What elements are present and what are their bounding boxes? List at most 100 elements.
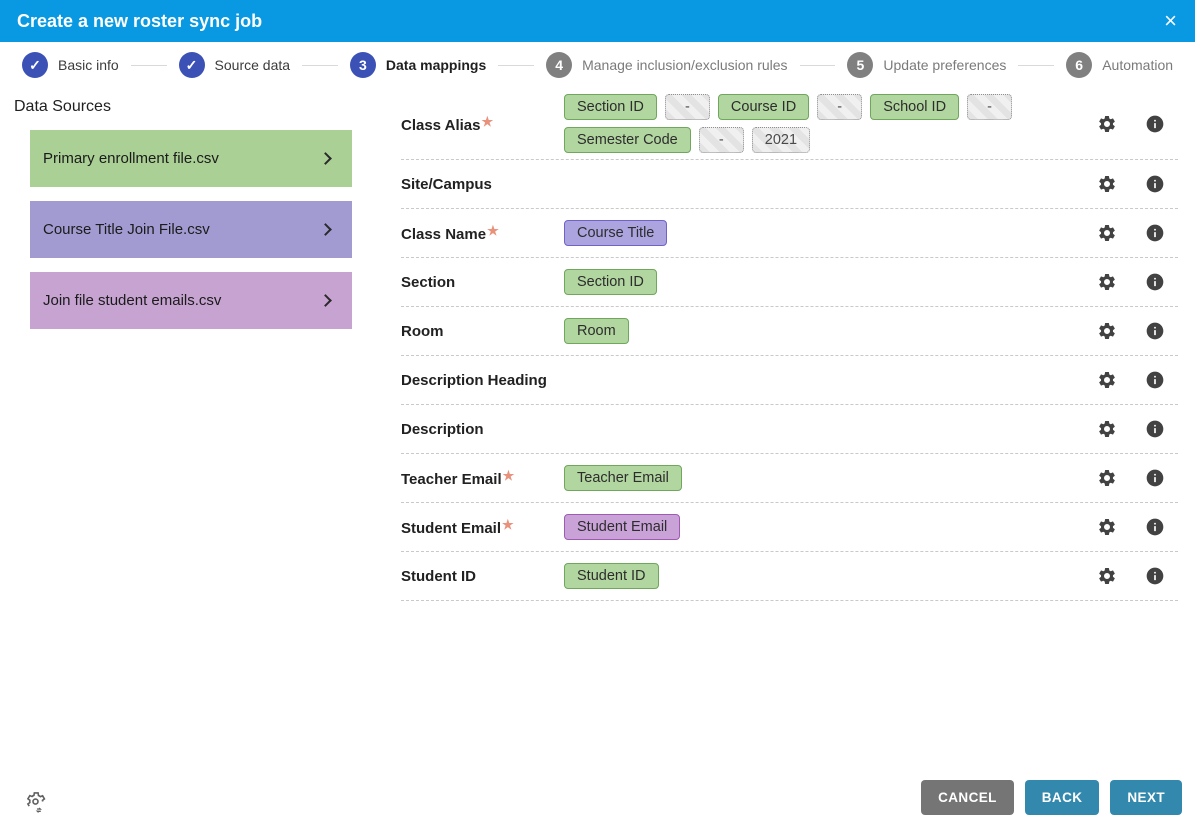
field-chip-course-id[interactable]: Course ID xyxy=(717,94,810,120)
field-chip-course-title[interactable]: Course Title xyxy=(564,220,668,246)
chip-drop-zone[interactable]: Course Title xyxy=(564,220,1097,246)
close-icon[interactable]: × xyxy=(1164,8,1177,33)
chip-line: Student Email xyxy=(564,514,1097,540)
mapping-row-class-name: Class Name★ Course Title xyxy=(401,209,1178,258)
stepper-step-manage-inclusion-exclusion-rules[interactable]: 4 Manage inclusion/exclusion rules xyxy=(546,52,788,78)
dialog-header: Create a new roster sync job × xyxy=(0,0,1195,42)
field-chip-section-id[interactable]: Section ID xyxy=(564,94,657,120)
chip-drop-zone[interactable]: Student Email xyxy=(564,514,1097,540)
chip-line: Section ID xyxy=(564,269,1097,295)
mapping-label: Class Alias★ xyxy=(401,113,494,134)
data-source-label: Course Title Join File.csv xyxy=(43,221,210,238)
row-settings-gear-icon[interactable] xyxy=(1097,566,1117,586)
mapping-row-student-email: Student Email★ Student Email xyxy=(401,503,1178,552)
stepper-step-basic-info[interactable]: ✓ Basic info xyxy=(22,52,119,78)
row-info-icon[interactable] xyxy=(1145,114,1165,134)
row-settings-gear-icon[interactable] xyxy=(1097,370,1117,390)
step-label: Data mappings xyxy=(385,57,487,73)
row-info-icon[interactable] xyxy=(1145,517,1165,537)
stepper-step-source-data[interactable]: ✓ Source data xyxy=(178,52,290,78)
separator-chip[interactable]: - xyxy=(664,94,710,120)
mapping-row-description: Description xyxy=(401,405,1178,454)
row-actions xyxy=(1097,223,1178,243)
step-label: Manage inclusion/exclusion rules xyxy=(582,57,788,73)
separator-chip[interactable]: - xyxy=(817,94,863,120)
chip-drop-zone[interactable]: Section ID xyxy=(564,269,1097,295)
stepper-step-update-preferences[interactable]: 5 Update preferences xyxy=(847,52,1006,78)
chevron-right-icon xyxy=(319,223,332,236)
field-chip-teacher-email[interactable]: Teacher Email xyxy=(564,465,682,491)
step-number: 4 xyxy=(546,52,573,78)
dialog-title: Create a new roster sync job xyxy=(17,10,263,31)
mapping-label: Teacher Email★ xyxy=(401,468,515,488)
mapping-label: Class Name★ xyxy=(401,223,499,243)
field-chip-student-id[interactable]: Student ID xyxy=(564,563,659,589)
row-actions xyxy=(1097,517,1178,537)
stepper-step-automation[interactable]: 6 Automation xyxy=(1066,52,1173,78)
chip-line: Student ID xyxy=(564,563,1097,589)
row-info-icon[interactable] xyxy=(1145,566,1165,586)
field-chip-semester-code[interactable]: Semester Code xyxy=(564,127,691,153)
field-chip-section-id[interactable]: Section ID xyxy=(564,269,657,295)
mapping-label: Student Email★ xyxy=(401,517,514,537)
row-info-icon[interactable] xyxy=(1145,223,1165,243)
row-actions xyxy=(1097,370,1178,390)
field-chip-school-id[interactable]: School ID xyxy=(870,94,960,120)
row-actions xyxy=(1097,566,1178,586)
mapping-label: Description Heading xyxy=(401,371,547,389)
field-chip-student-email[interactable]: Student Email xyxy=(564,514,681,540)
field-chip-room[interactable]: Room xyxy=(564,318,629,344)
row-info-icon[interactable] xyxy=(1145,174,1165,194)
chip-drop-zone[interactable]: Room xyxy=(564,318,1097,344)
chip-line: Semester Code -2021 xyxy=(564,127,1097,153)
mapping-label: Site/Campus xyxy=(401,175,492,193)
row-settings-gear-icon[interactable] xyxy=(1097,321,1117,341)
mapping-row-teacher-email: Teacher Email★ Teacher Email xyxy=(401,454,1178,503)
required-star-icon: ★ xyxy=(502,517,514,532)
row-settings-gear-icon[interactable] xyxy=(1097,468,1117,488)
mapping-label: Room xyxy=(401,322,444,340)
cancel-button[interactable]: CANCEL xyxy=(921,780,1014,815)
stepper-step-data-mappings[interactable]: 3 Data mappings xyxy=(349,52,487,78)
row-settings-gear-icon[interactable] xyxy=(1097,174,1117,194)
row-settings-gear-icon[interactable] xyxy=(1097,223,1117,243)
step-label: Update preferences xyxy=(883,57,1007,73)
row-settings-gear-icon[interactable] xyxy=(1097,272,1117,292)
row-settings-gear-icon[interactable] xyxy=(1097,419,1117,439)
chip-drop-zone[interactable]: Section ID - Course ID - School ID - Semester … xyxy=(564,94,1097,153)
separator-chip[interactable]: - xyxy=(698,127,744,153)
chevron-right-icon xyxy=(319,294,332,307)
row-settings-gear-icon[interactable] xyxy=(1097,114,1117,134)
mapping-label: Section xyxy=(401,273,456,291)
mapping-row-student-id: Student ID Student ID xyxy=(401,552,1178,601)
step-label: Basic info xyxy=(58,57,119,73)
required-star-icon: ★ xyxy=(487,223,499,238)
required-star-icon: ★ xyxy=(502,468,515,483)
data-source-card-join-file-student-emails-csv[interactable]: Join file student emails.csv xyxy=(30,272,352,329)
row-actions xyxy=(1097,419,1178,439)
row-info-icon[interactable] xyxy=(1145,272,1165,292)
literal-chip-2021[interactable]: 2021 xyxy=(751,127,811,153)
row-info-icon[interactable] xyxy=(1145,419,1165,439)
data-source-card-course-title-join-file-csv[interactable]: Course Title Join File.csv xyxy=(30,201,352,258)
step-connector xyxy=(498,64,535,66)
mapping-row-description-heading: Description Heading xyxy=(401,356,1178,405)
back-button[interactable]: BACK xyxy=(1024,780,1100,815)
chip-drop-zone[interactable]: Student ID xyxy=(564,563,1097,589)
step-number: 3 xyxy=(349,52,376,78)
row-settings-gear-icon[interactable] xyxy=(1097,517,1117,537)
data-source-card-primary-enrollment-file-csv[interactable]: Primary enrollment file.csv xyxy=(30,130,352,187)
next-button[interactable]: NEXT xyxy=(1110,780,1182,815)
separator-chip[interactable]: - xyxy=(967,94,1013,120)
data-source-label: Primary enrollment file.csv xyxy=(43,150,219,167)
data-sources-heading: Data Sources xyxy=(14,98,111,115)
row-info-icon[interactable] xyxy=(1145,321,1165,341)
sync-settings-icon[interactable] xyxy=(24,791,47,814)
chip-drop-zone[interactable]: Teacher Email xyxy=(564,465,1097,491)
data-sources-list: Primary enrollment file.csv Course Title … xyxy=(14,130,400,329)
required-star-icon: ★ xyxy=(481,113,494,129)
row-info-icon[interactable] xyxy=(1145,370,1165,390)
row-info-icon[interactable] xyxy=(1145,468,1165,488)
mapping-row-class-alias: Class Alias★ Section ID - Course ID - School … xyxy=(401,88,1178,160)
